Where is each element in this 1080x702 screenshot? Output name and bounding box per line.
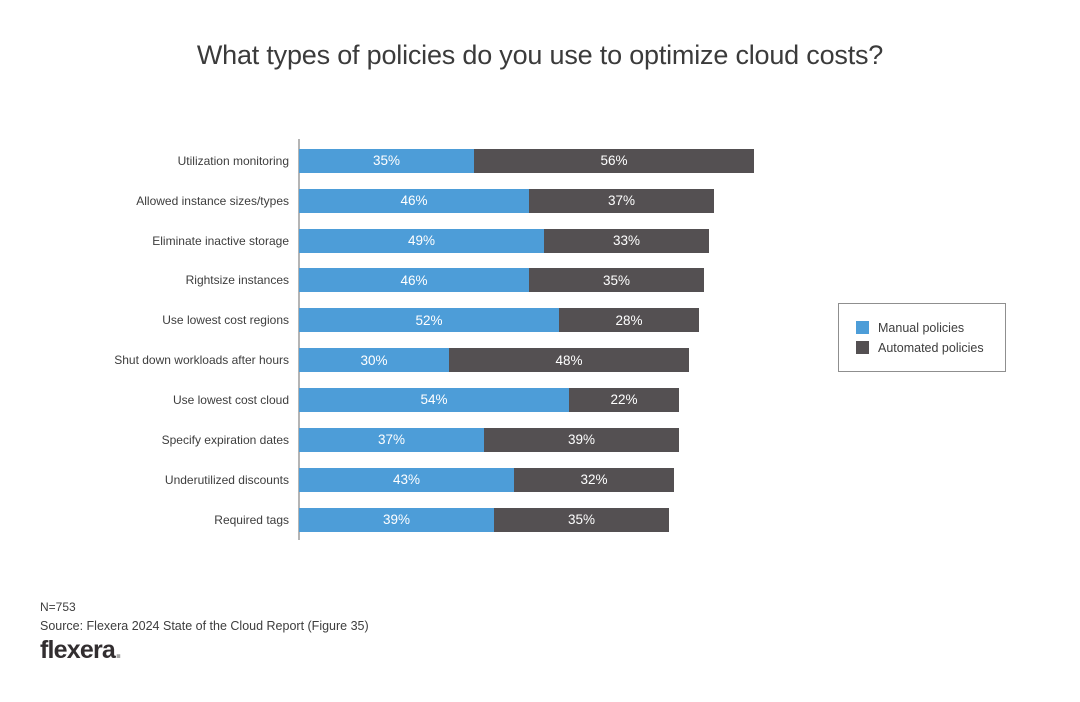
sample-size: N=753 bbox=[40, 600, 76, 614]
bar-segment-manual: 49% bbox=[299, 228, 544, 253]
bar-segment-automated: 39% bbox=[484, 427, 679, 452]
flexera-logo: flexera. bbox=[40, 636, 369, 665]
chart-row: Specify expiration dates 37% 39% bbox=[0, 420, 754, 460]
legend-label: Automated policies bbox=[878, 340, 984, 355]
bar-value-label: 35% bbox=[567, 512, 596, 528]
stacked-bar: 52% 28% bbox=[299, 308, 699, 333]
bar-value-label: 32% bbox=[580, 472, 608, 488]
stacked-bar: 43% 32% bbox=[299, 467, 674, 492]
category-label: Eliminate inactive storage bbox=[152, 233, 289, 248]
stacked-bar: 35% 56% bbox=[299, 148, 754, 173]
category-label: Specify expiration dates bbox=[161, 432, 289, 447]
chart-row: Eliminate inactive storage 49% 33% bbox=[0, 221, 754, 261]
category-label: Required tags bbox=[214, 512, 289, 527]
chart-row: Utilization monitoring 35% 56% bbox=[0, 141, 754, 181]
footer: N=753 Source: Flexera 2024 State of the … bbox=[40, 600, 369, 665]
bar-segment-manual: 30% bbox=[299, 348, 449, 373]
bar-value-label: 35% bbox=[602, 272, 631, 288]
bar-value-label: 30% bbox=[360, 352, 388, 368]
bar-value-label: 46% bbox=[400, 193, 428, 209]
chart-row: Shut down workloads after hours 30% 48% bbox=[0, 340, 754, 380]
bar-segment-manual: 46% bbox=[299, 188, 529, 213]
bar-value-label: 46% bbox=[400, 272, 428, 288]
stacked-bar: 54% 22% bbox=[299, 387, 679, 412]
category-label: Use lowest cost regions bbox=[162, 313, 289, 328]
stacked-bar: 49% 33% bbox=[299, 228, 709, 253]
bar-segment-manual: 43% bbox=[299, 467, 514, 492]
bar-segment-manual: 37% bbox=[299, 427, 484, 452]
category-label: Underutilized discounts bbox=[164, 472, 289, 487]
bar-value-label: 48% bbox=[555, 352, 583, 368]
bar-value-label: 28% bbox=[615, 312, 643, 328]
category-label: Rightsize instances bbox=[185, 273, 289, 288]
category-label: Allowed instance sizes/types bbox=[136, 193, 289, 208]
flexera-logo-dot: . bbox=[115, 636, 122, 664]
category-label: Shut down workloads after hours bbox=[114, 353, 289, 368]
stacked-bar-chart: Utilization monitoring 35% 56% Allowed inst… bbox=[0, 141, 754, 539]
chart-row: Use lowest cost cloud 54% 22% bbox=[0, 380, 754, 420]
bar-segment-automated: 35% bbox=[494, 507, 669, 532]
stacked-bar: 39% 35% bbox=[299, 507, 669, 532]
category-label: Use lowest cost cloud bbox=[172, 392, 289, 407]
bar-segment-automated: 33% bbox=[544, 228, 709, 253]
bar-value-label: 56% bbox=[600, 153, 628, 169]
y-axis-line bbox=[298, 139, 300, 540]
bar-value-label: 22% bbox=[610, 392, 638, 408]
bar-segment-automated: 28% bbox=[559, 308, 699, 333]
category-label: Utilization monitoring bbox=[177, 153, 289, 168]
bar-value-label: 39% bbox=[567, 432, 596, 448]
source-note: Source: Flexera 2024 State of the Cloud … bbox=[40, 619, 369, 633]
bar-segment-manual: 46% bbox=[299, 268, 529, 293]
bar-segment-manual: 54% bbox=[299, 387, 569, 412]
bar-segment-automated: 35% bbox=[529, 268, 704, 293]
legend-item-automated-policies: Automated policies bbox=[856, 341, 1005, 355]
bar-segment-automated: 48% bbox=[449, 348, 689, 373]
chart-row: Required tags 39% 35% bbox=[0, 500, 754, 540]
stacked-bar: 37% 39% bbox=[299, 427, 679, 452]
manual-policies-swatch bbox=[856, 321, 869, 334]
bar-segment-automated: 56% bbox=[474, 148, 754, 173]
bar-value-label: 33% bbox=[612, 233, 641, 249]
bar-value-label: 54% bbox=[420, 392, 448, 408]
chart-row: Allowed instance sizes/types 46% 37% bbox=[0, 181, 754, 221]
flexera-logo-text: flexera bbox=[40, 636, 116, 664]
chart-row: Use lowest cost regions 52% 28% bbox=[0, 300, 754, 340]
chart-title: What types of policies do you use to opt… bbox=[196, 40, 884, 70]
bar-value-label: 52% bbox=[415, 312, 443, 328]
bar-value-label: 43% bbox=[392, 472, 421, 488]
bar-value-label: 35% bbox=[372, 153, 401, 169]
bar-segment-manual: 35% bbox=[299, 148, 474, 173]
stacked-bar: 46% 37% bbox=[299, 188, 714, 213]
bar-segment-automated: 32% bbox=[514, 467, 674, 492]
stacked-bar: 30% 48% bbox=[299, 348, 689, 373]
bar-value-label: 37% bbox=[377, 432, 406, 448]
legend: Manual policies Automated policies bbox=[838, 303, 1006, 372]
chart-row: Rightsize instances 46% 35% bbox=[0, 261, 754, 301]
bar-value-label: 49% bbox=[407, 233, 436, 249]
bar-segment-manual: 39% bbox=[299, 507, 494, 532]
chart-row: Underutilized discounts 43% 32% bbox=[0, 460, 754, 500]
bar-value-label: 39% bbox=[382, 512, 411, 528]
automated-policies-swatch bbox=[856, 341, 869, 354]
stacked-bar: 46% 35% bbox=[299, 268, 704, 293]
bar-value-label: 37% bbox=[607, 193, 636, 209]
legend-item-manual-policies: Manual policies bbox=[856, 321, 1005, 335]
bar-segment-automated: 22% bbox=[569, 387, 679, 412]
bar-segment-automated: 37% bbox=[529, 188, 714, 213]
bar-segment-manual: 52% bbox=[299, 308, 559, 333]
legend-label: Manual policies bbox=[878, 320, 965, 335]
